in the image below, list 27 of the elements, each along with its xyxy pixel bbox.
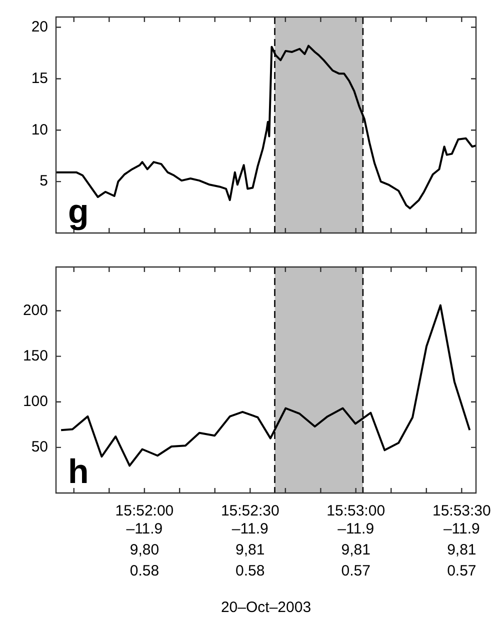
text: 0.58 xyxy=(236,562,265,580)
annotation: h xyxy=(68,453,89,491)
text: 9,81 xyxy=(236,542,265,559)
x-axis-title: 20–Oct–2003 xyxy=(220,599,312,616)
text: 9,81 xyxy=(341,542,370,559)
annotation: g xyxy=(68,193,89,231)
text: –11.9 xyxy=(443,520,480,538)
y-tick-label: 150 xyxy=(22,347,48,364)
text: 0.57 xyxy=(341,562,370,580)
y-tick-label: 5 xyxy=(40,172,48,190)
y-tick-label: 20 xyxy=(31,18,48,36)
x-tick-label: 15:53:00 xyxy=(326,502,386,520)
x-tick-label: 15:52:00 xyxy=(115,502,174,520)
text: 0.57 xyxy=(447,562,476,580)
y-tick-label: 50 xyxy=(31,438,48,456)
text: –11.9 xyxy=(338,520,374,538)
y-tick-label: 10 xyxy=(31,121,48,138)
x-tick-label: 15:52:30 xyxy=(220,502,280,520)
text: 9,80 xyxy=(130,542,160,559)
text: –11.9 xyxy=(232,520,268,538)
y-tick-label: 15 xyxy=(31,70,48,87)
text: –11.9 xyxy=(126,520,163,538)
x-tick-label: 15:53:30 xyxy=(432,502,491,520)
y-tick-label: 100 xyxy=(22,393,48,410)
text: 9,81 xyxy=(447,542,476,559)
text: 0.58 xyxy=(130,562,160,580)
y-tick-label: 200 xyxy=(22,302,48,319)
